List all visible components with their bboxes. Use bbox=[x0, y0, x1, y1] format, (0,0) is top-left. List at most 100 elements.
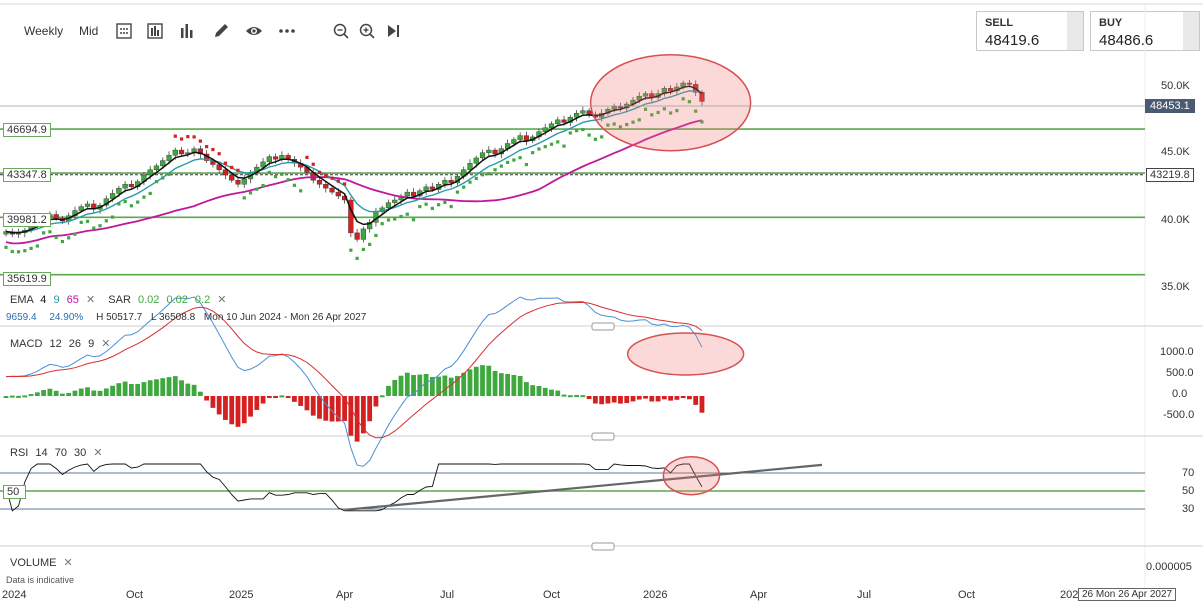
sar-dot bbox=[117, 202, 121, 206]
macd-histogram-bar bbox=[680, 396, 686, 399]
sar-dot bbox=[600, 135, 604, 139]
sar-close-icon[interactable]: ✕ bbox=[217, 294, 227, 306]
sar-dot bbox=[443, 200, 447, 204]
volume-legend[interactable]: VOLUME ✕ bbox=[10, 556, 73, 569]
more-icon[interactable] bbox=[278, 22, 296, 40]
sar-dot bbox=[656, 110, 660, 115]
sar-dot bbox=[562, 144, 566, 148]
macd-panel bbox=[3, 296, 745, 467]
candle-body bbox=[392, 199, 398, 203]
sar-dot bbox=[587, 133, 591, 137]
candle-body bbox=[323, 184, 329, 189]
macd-histogram-bar bbox=[197, 391, 203, 396]
macd-legend-p1: 12 bbox=[49, 338, 62, 350]
sar-dot bbox=[123, 199, 127, 204]
sar-dot bbox=[205, 145, 209, 149]
macd-histogram-bar bbox=[292, 396, 297, 402]
draw-icon[interactable] bbox=[212, 22, 230, 40]
sar-dot bbox=[142, 195, 146, 199]
sar-dot bbox=[255, 187, 259, 191]
macd-histogram-bar bbox=[28, 394, 34, 397]
zoom-in-icon[interactable] bbox=[358, 22, 376, 40]
interval-selector[interactable]: Weekly bbox=[24, 24, 64, 38]
sar-dot bbox=[650, 113, 654, 117]
ema-close-icon[interactable]: ✕ bbox=[85, 294, 96, 306]
eye-icon[interactable] bbox=[245, 22, 263, 40]
macd-histogram-bar bbox=[335, 396, 341, 422]
macd-histogram-bar bbox=[317, 396, 322, 419]
candle-body bbox=[241, 178, 247, 185]
sar-dot bbox=[330, 176, 334, 180]
sar-dot bbox=[299, 189, 303, 193]
macd-histogram-bar bbox=[3, 396, 9, 398]
rsi-close-icon[interactable]: ✕ bbox=[93, 447, 103, 459]
sar-dot bbox=[136, 200, 140, 204]
sell-label: SELL bbox=[985, 17, 1014, 29]
sar-dot bbox=[581, 127, 585, 132]
macd-legend[interactable]: MACD 12 26 9 ✕ bbox=[10, 337, 110, 350]
rsi-line bbox=[5, 463, 703, 512]
candle-body bbox=[335, 191, 341, 197]
macd-histogram-bar bbox=[498, 373, 504, 396]
sar-dot bbox=[60, 239, 65, 244]
sar-dot bbox=[568, 131, 572, 135]
rsi-legend-p2: 70 bbox=[54, 447, 67, 459]
zoom-out-icon[interactable] bbox=[332, 22, 350, 40]
macd-histogram-bar bbox=[693, 396, 699, 405]
macd-histogram-bar bbox=[687, 396, 692, 400]
candle-body bbox=[153, 165, 160, 170]
macd-histogram-bar bbox=[34, 392, 40, 396]
macd-resize-handle[interactable] bbox=[591, 322, 615, 331]
macd-histogram-bar bbox=[273, 396, 279, 398]
sar-dot bbox=[361, 247, 365, 252]
rsi-legend[interactable]: RSI 14 70 30 ✕ bbox=[10, 446, 103, 459]
rsi-legend-p3: 30 bbox=[74, 447, 87, 459]
sar-dot bbox=[148, 191, 152, 196]
macd-close-icon[interactable]: ✕ bbox=[101, 338, 111, 350]
sell-box[interactable]: SELL 48419.6 bbox=[976, 11, 1084, 51]
sar-legend-p3: 0.2 bbox=[194, 294, 211, 306]
sar-dot bbox=[242, 196, 246, 200]
sar-dot bbox=[675, 109, 679, 113]
calculator-icon[interactable] bbox=[115, 22, 133, 40]
macd-histogram-bar bbox=[486, 365, 492, 396]
rsi-resize-handle[interactable] bbox=[591, 432, 615, 441]
price-type-selector[interactable]: Mid bbox=[79, 24, 99, 38]
macd-histogram-bar bbox=[436, 376, 442, 396]
play-icon[interactable] bbox=[384, 22, 402, 40]
candle-body bbox=[511, 139, 517, 144]
sar-dot bbox=[380, 222, 384, 226]
candle-body bbox=[360, 228, 366, 240]
sar-dot bbox=[424, 202, 428, 206]
macd-histogram-bar bbox=[116, 383, 122, 396]
sar-dot bbox=[267, 170, 271, 174]
rsi-panel bbox=[0, 455, 1145, 512]
sar-dot bbox=[643, 107, 648, 111]
rsi-legend-name: RSI bbox=[10, 447, 29, 459]
level-label-right: 43219.8 bbox=[1146, 168, 1194, 182]
candle-body bbox=[229, 174, 235, 181]
macd-histogram-bar bbox=[417, 374, 423, 396]
macd-histogram-bar bbox=[22, 395, 28, 398]
candle-body bbox=[235, 180, 241, 185]
macd-histogram-bar bbox=[141, 382, 147, 396]
bar-type-icon[interactable] bbox=[146, 22, 164, 40]
sar-dot bbox=[468, 180, 472, 184]
sar-dot bbox=[223, 161, 228, 165]
volume-resize-handle[interactable] bbox=[591, 542, 615, 551]
macd-histogram-bar bbox=[266, 396, 272, 398]
sar-dot bbox=[173, 134, 177, 138]
macd-histogram-bar bbox=[404, 372, 410, 396]
macd-histogram-bar bbox=[618, 396, 623, 404]
macd-histogram-bar bbox=[91, 390, 97, 396]
sar-dot bbox=[524, 162, 529, 167]
volume-close-icon[interactable]: ✕ bbox=[63, 557, 73, 569]
ema-legend[interactable]: EMA 4 9 65 ✕ SAR 0.02 0.02 0.2 ✕ bbox=[10, 293, 227, 306]
macd-histogram-bar bbox=[166, 377, 172, 396]
sar-dot bbox=[455, 190, 460, 194]
indicator-icon[interactable] bbox=[178, 22, 196, 40]
macd-histogram-bar bbox=[517, 375, 523, 396]
macd-histogram-bar bbox=[41, 390, 47, 396]
candle-body bbox=[573, 113, 580, 118]
